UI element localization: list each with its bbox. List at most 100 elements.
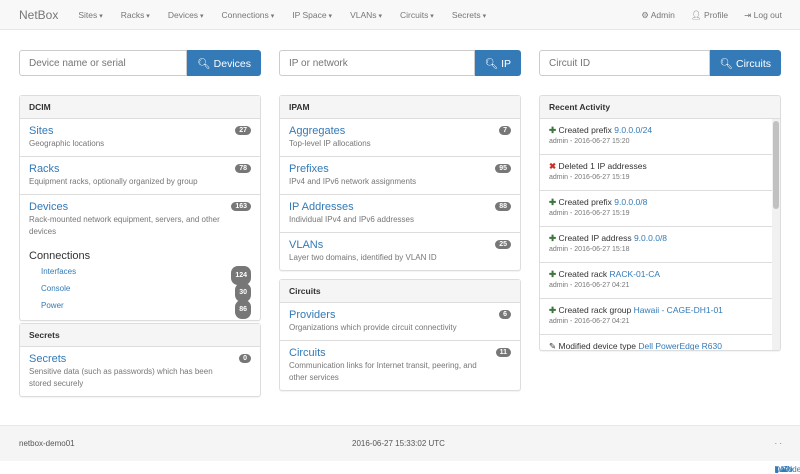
device-search-button[interactable]: 🔍︎ Devices xyxy=(187,50,261,76)
activity-object-link[interactable]: Hawaii - CAGE-DH1-01 xyxy=(633,305,723,315)
item-description: Individual IPv4 and IPv6 addresses xyxy=(289,215,414,224)
item-link-racks[interactable]: Racks xyxy=(29,163,60,175)
count-badge: 30 xyxy=(235,283,251,302)
circuit-search-input[interactable] xyxy=(539,50,710,76)
activity-object-link[interactable]: 9.0.0.0/8 xyxy=(614,197,648,207)
item-link-vlans[interactable]: VLANs xyxy=(289,239,324,251)
brand-logo[interactable]: NetBox xyxy=(19,7,59,22)
nav-menu-sites[interactable]: Sites xyxy=(78,10,102,20)
activity-line: ✚ Created rack RACK-01-CA xyxy=(549,269,763,280)
x-icon: ✖ xyxy=(549,161,559,171)
plus-icon: ✚ xyxy=(549,197,559,207)
activity-object-link[interactable]: 9.0.0.0/24 xyxy=(614,125,653,135)
item-link-circuits[interactable]: Circuits xyxy=(289,347,326,359)
item-link-ip-addresses[interactable]: IP Addresses xyxy=(289,201,354,213)
list-item: VLANs 25 Layer two domains, identified by … xyxy=(280,233,520,270)
connections-group: Connections Interfaces 124 Console 30 Power 8… xyxy=(20,244,260,320)
activity-text: Created rack xyxy=(558,269,608,279)
activity-object-link[interactable]: RACK-01-CA xyxy=(609,269,661,279)
profile-link[interactable]: 👤︎ Profile xyxy=(691,10,728,21)
circuit-search-button[interactable]: 🔍︎ Circuits xyxy=(709,50,781,76)
logout-link[interactable]: ⇥ Log out xyxy=(744,10,782,21)
scrollbar[interactable] xyxy=(772,119,780,350)
activity-item: ✚ Created rack RACK-01-CA admin - 2016-06… xyxy=(540,263,772,299)
plus-icon: ✚ xyxy=(549,269,559,279)
item-link-secrets[interactable]: Secrets xyxy=(29,353,67,365)
admin-link[interactable]: ⚙ Admin xyxy=(641,10,675,21)
circuits-panel: Circuits Providers 6 Organizations which p… xyxy=(279,279,521,391)
activity-item: ✚ Created prefix 9.0.0.0/24 admin - 2016-… xyxy=(540,119,772,155)
item-link-sites[interactable]: Sites xyxy=(29,125,54,137)
connection-interfaces[interactable]: Interfaces 124 xyxy=(29,263,251,285)
user-icon: 👤︎ xyxy=(690,9,702,20)
nav-menu-secrets[interactable]: Secrets xyxy=(452,10,486,20)
activity-meta: admin - 2016-06-27 04:21 xyxy=(549,282,630,289)
nav-menu-ip-space[interactable]: IP Space xyxy=(292,10,332,20)
activity-item: ✚ Created IP address 9.0.0.0/8 admin - 20… xyxy=(540,227,772,263)
button-label: IP xyxy=(501,57,511,70)
plus-icon: ✚ xyxy=(549,125,559,135)
item-description: Communication links for Internet transit… xyxy=(289,361,477,382)
activity-text: Created rack group xyxy=(558,305,632,315)
count-badge: 88 xyxy=(495,202,511,211)
item-link-devices[interactable]: Devices xyxy=(29,201,69,213)
ipam-panel: IPAM Aggregates 7 Top-level IP allocations… xyxy=(279,95,521,271)
nav-menu-devices[interactable]: Devices xyxy=(168,10,204,20)
ip-search-input[interactable] xyxy=(279,50,475,76)
activity-text: Created prefix xyxy=(558,197,612,207)
button-label: Circuits xyxy=(735,57,771,70)
activity-line: ✚ Created rack group Hawaii - CAGE-DH1-0… xyxy=(549,305,763,316)
plus-icon: ✚ xyxy=(549,233,559,243)
activity-meta: admin - 2016-06-27 15:18 xyxy=(549,246,630,253)
activity-meta: admin - 2016-06-27 04:21 xyxy=(549,318,630,325)
nav-menu-connections[interactable]: Connections xyxy=(222,10,275,20)
item-link-prefixes[interactable]: Prefixes xyxy=(289,163,329,175)
item-description: Sensitive data (such as passwords) which… xyxy=(29,367,213,388)
count-badge: 86 xyxy=(235,300,251,319)
connection-console[interactable]: Console 30 xyxy=(29,280,251,302)
item-link-aggregates[interactable]: Aggregates xyxy=(289,125,346,137)
activity-object-link[interactable]: Dell PowerEdge R630 xyxy=(638,341,722,351)
activity-line: ✚ Created prefix 9.0.0.0/8 xyxy=(549,197,763,208)
secrets-panel: Secrets Secrets 0 Sensitive data (such as … xyxy=(19,323,261,397)
navbar: NetBox Sites Racks Devices Connections IP Sp… xyxy=(0,0,800,30)
panel-heading: Recent Activity xyxy=(540,96,780,119)
item-link-providers[interactable]: Providers xyxy=(289,309,336,321)
count-badge: 78 xyxy=(235,164,251,173)
activity-meta: admin - 2016-06-27 15:19 xyxy=(549,210,630,217)
panel-heading: Secrets xyxy=(20,324,260,347)
activity-line: ✚ Created IP address 9.0.0.0/8 xyxy=(549,233,763,244)
count-badge: 7 xyxy=(499,126,511,135)
panel-heading: Circuits xyxy=(280,280,520,303)
activity-line: ✎ Modified device type Dell PowerEdge R6… xyxy=(549,341,763,351)
activity-text: Deleted 1 IP addresses xyxy=(558,161,647,171)
list-item: IP Addresses 88 Individual IPv4 and IPv6 a… xyxy=(280,195,520,233)
logout-label: Log out xyxy=(753,9,782,20)
activity-object-link[interactable]: 9.0.0.0/8 xyxy=(633,233,668,243)
button-label: Devices xyxy=(213,57,251,70)
nav-menu-racks[interactable]: Racks xyxy=(121,10,150,20)
item-description: Rack-mounted network equipment, servers,… xyxy=(29,215,220,236)
count-badge: 6 xyxy=(499,310,511,319)
server-time: 2016-06-27 15:33:02 UTC xyxy=(352,439,445,448)
activity-text: Created prefix xyxy=(558,125,612,135)
activity-item: ✖ Deleted 1 IP addresses admin - 2016-06… xyxy=(540,155,772,191)
list-item: Racks 78 Equipment racks, optionally organ… xyxy=(20,157,260,195)
list-item: Providers 6 Organizations which provide ci… xyxy=(280,303,520,341)
code-label: Code xyxy=(782,465,800,474)
device-search-input[interactable] xyxy=(19,50,188,76)
connections-label: Connections xyxy=(29,250,91,262)
list-item: Prefixes 95 IPv4 and IPv6 network assignme… xyxy=(280,157,520,195)
ip-search-button[interactable]: 🔍︎ IP xyxy=(474,50,521,76)
count-badge: 27 xyxy=(235,126,251,135)
nav-menu-vlans[interactable]: VLANs xyxy=(350,10,382,20)
connection-power[interactable]: Power 86 xyxy=(29,297,251,319)
ip-search: 🔍︎ IP xyxy=(279,50,521,76)
nav-menu-circuits[interactable]: Circuits xyxy=(400,10,434,20)
activity-text: Modified device type xyxy=(558,341,636,351)
activity-line: ✚ Created prefix 9.0.0.0/24 xyxy=(549,125,763,136)
panel-heading: DCIM xyxy=(20,96,260,119)
count-badge: 163 xyxy=(231,202,251,211)
hostname: netbox-demo01 xyxy=(19,439,75,448)
logout-icon: ⇥ xyxy=(744,9,752,20)
